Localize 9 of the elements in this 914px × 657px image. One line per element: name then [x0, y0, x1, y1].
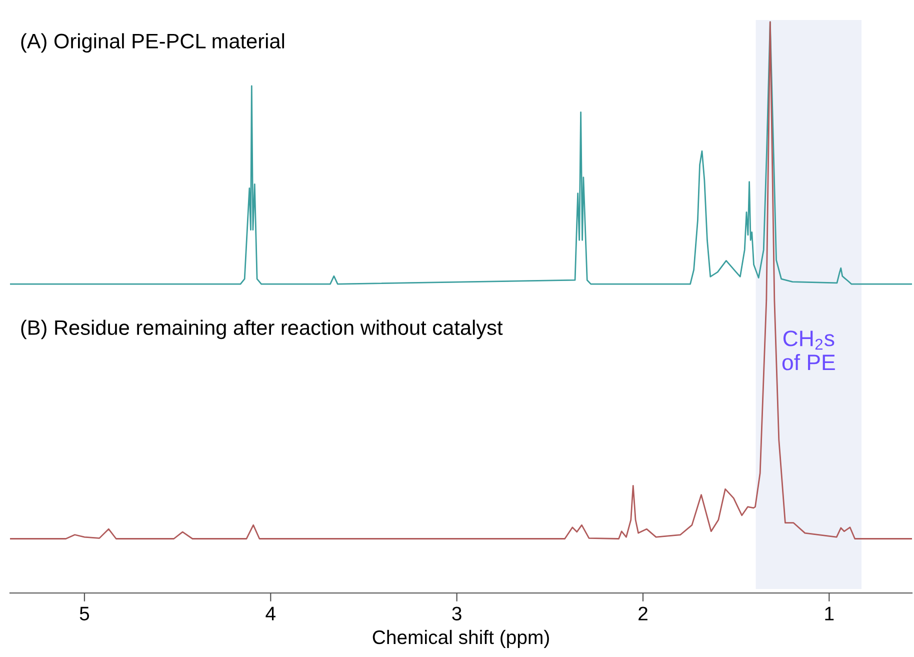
band-label: CH$_{2}$s of PE: [782, 330, 835, 370]
x-tick-label: 3: [452, 606, 462, 620]
x-tick-label: 2: [638, 606, 648, 620]
x-tick-label: 1: [825, 606, 834, 620]
annotation: (B) Residue remaining after reaction without catalyst: [21, 320, 503, 340]
x-tick-label: 4: [266, 606, 276, 620]
annotation: (A) Original PE-PCL material: [21, 33, 284, 53]
x-tick-label: 5: [80, 606, 90, 620]
x-axis-title: Chemical shift (ppm): [372, 630, 549, 648]
